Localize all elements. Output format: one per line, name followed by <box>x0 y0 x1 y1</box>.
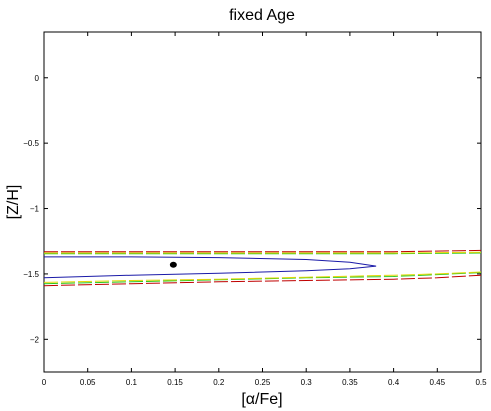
contour-line-0-0 <box>44 249 481 253</box>
y-axis: 0 −0.5 −1 −1.5 −2 <box>23 74 481 344</box>
x-axis: 0 0.05 0.1 0.15 0.2 0.25 0.3 0.35 0.4 0.45 0.5 <box>42 32 487 387</box>
x-axis-label: [α/Fe] <box>241 391 282 408</box>
x-tick-label: 0.1 <box>126 378 138 387</box>
x-tick-label: 0.4 <box>388 378 400 387</box>
x-tick-label: 0.25 <box>255 378 271 387</box>
x-tick-label: 0 <box>42 378 47 387</box>
contour-line-3-0 <box>44 256 377 279</box>
y-tick-label: −1 <box>30 205 40 214</box>
best-fit-point <box>169 261 177 268</box>
contour-line-2-1 <box>44 271 481 283</box>
x-tick-label: 0.05 <box>80 378 96 387</box>
series-layer <box>44 249 481 287</box>
x-tick-label: 0.2 <box>213 378 225 387</box>
y-tick-label: −0.5 <box>23 139 39 148</box>
y-tick-label: 0 <box>35 74 40 83</box>
y-axis-label: [Z/H] <box>5 185 22 220</box>
x-tick-label: 0.45 <box>430 378 446 387</box>
contour-line-2-0 <box>44 251 481 254</box>
x-tick-label: 0.5 <box>475 378 487 387</box>
contour-line-1-1 <box>44 272 481 285</box>
x-tick-label: 0.3 <box>301 378 313 387</box>
x-tick-label: 0.15 <box>167 378 183 387</box>
y-tick-label: −1.5 <box>23 270 39 279</box>
contour-line-0-1 <box>44 274 481 287</box>
x-tick-label: 0.35 <box>342 378 358 387</box>
chart-title: fixed Age <box>229 7 295 24</box>
plot-area <box>43 31 482 373</box>
y-tick-label: −2 <box>30 335 40 344</box>
contour-line-1-0 <box>44 252 481 255</box>
